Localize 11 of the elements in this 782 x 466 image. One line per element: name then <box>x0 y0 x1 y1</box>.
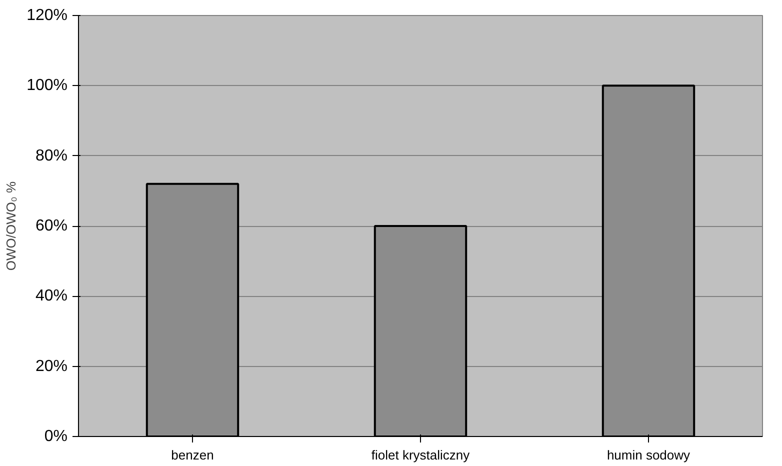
y-tick-label: 60% <box>35 218 68 234</box>
x-tick-label: fiolet krystaliczny <box>371 448 470 462</box>
y-axis-title: OWO/OWO₀ % <box>4 180 19 271</box>
y-tick-label: 20% <box>35 358 68 375</box>
y-tick-label: 100% <box>26 77 68 94</box>
y-tick-label: 40% <box>35 288 68 305</box>
y-tick-label: 120% <box>26 7 68 24</box>
y-tick-label: 80% <box>35 147 68 164</box>
y-tick-label: 0% <box>44 428 68 445</box>
x-tick-label: benzen <box>171 448 214 462</box>
x-tick-label: humin sodowy <box>606 448 691 462</box>
